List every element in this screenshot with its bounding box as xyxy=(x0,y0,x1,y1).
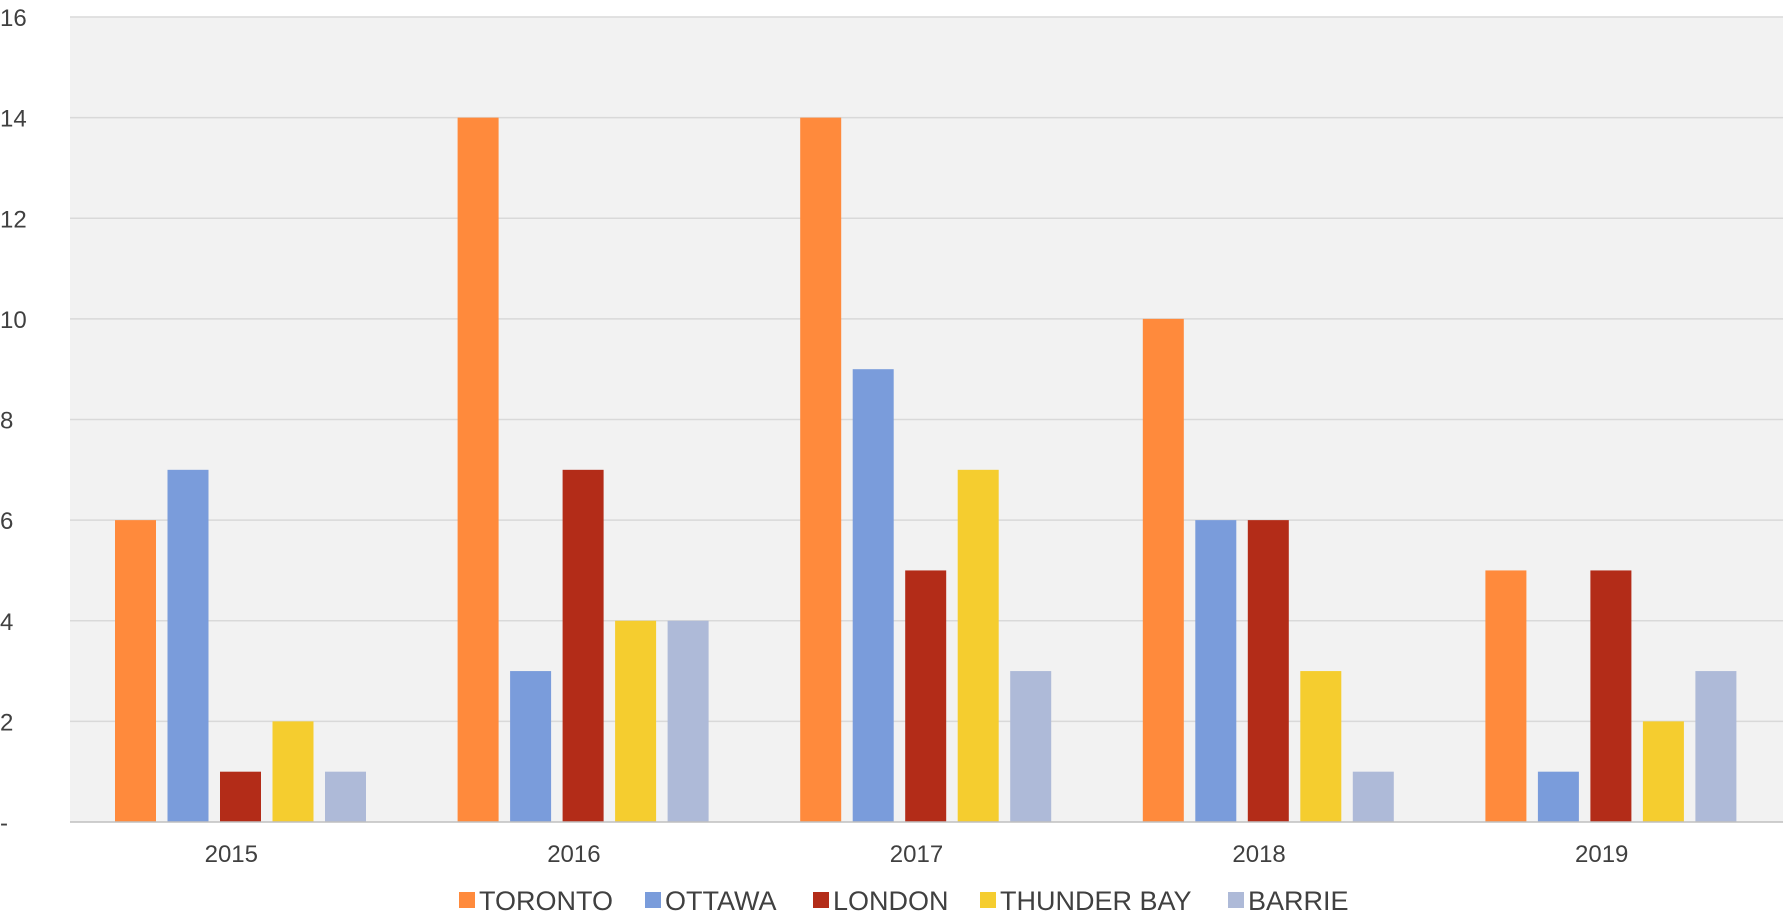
bar-toronto-2018 xyxy=(1142,318,1184,822)
bar-london-2015 xyxy=(220,771,261,822)
y-tick-label: 4 xyxy=(0,609,13,636)
bar-thunder-bay-2018 xyxy=(1300,671,1342,822)
legend-swatch xyxy=(459,892,475,908)
bar-thunder-bay-2015 xyxy=(272,721,314,822)
x-axis-tick-labels: 2015 2016 2017 2018 2019 xyxy=(205,841,1629,868)
legend-swatch xyxy=(645,892,661,908)
x-tick-label: 2019 xyxy=(1575,841,1628,868)
y-tick-label: 10 xyxy=(0,307,27,334)
bar-thunder-bay-2017 xyxy=(957,469,999,822)
x-tick-label: 2016 xyxy=(547,841,600,868)
y-tick-label: 6 xyxy=(0,508,13,535)
x-tick-label: 2017 xyxy=(890,841,943,868)
x-tick-label: 2018 xyxy=(1232,841,1285,868)
bar-ottawa-2019 xyxy=(1537,771,1579,822)
bar-thunder-bay-2019 xyxy=(1642,721,1684,822)
bar-ottawa-2016 xyxy=(510,671,552,822)
bar-thunder-bay-2016 xyxy=(615,620,657,822)
bar-ottawa-2017 xyxy=(852,369,894,822)
y-tick-label: 8 xyxy=(0,408,13,435)
bar-ottawa-2015 xyxy=(167,469,209,822)
legend-swatch xyxy=(1228,892,1244,908)
bar-toronto-2019 xyxy=(1485,570,1527,822)
bar-toronto-2016 xyxy=(457,117,499,822)
bar-london-2016 xyxy=(562,469,604,822)
legend-swatch xyxy=(813,892,829,908)
bar-toronto-2017 xyxy=(800,117,842,822)
legend-swatch xyxy=(980,892,996,908)
y-tick-label: 16 xyxy=(0,5,27,32)
bar-ottawa-2018 xyxy=(1195,520,1237,822)
legend: TORONTO OTTAWA LONDON THUNDER BAY BARRIE xyxy=(459,886,1349,916)
bar-barrie-2019 xyxy=(1695,671,1737,822)
y-tick-label: - xyxy=(0,810,8,837)
bar-barrie-2016 xyxy=(667,620,709,822)
bar-london-2019 xyxy=(1590,570,1632,822)
legend-label: BARRIE xyxy=(1248,886,1349,916)
legend-label: LONDON xyxy=(833,886,949,916)
y-tick-label: 12 xyxy=(0,206,27,233)
bar-barrie-2015 xyxy=(325,771,366,822)
bar-london-2018 xyxy=(1247,520,1289,822)
y-tick-label: 14 xyxy=(0,106,27,133)
bar-toronto-2015 xyxy=(115,520,156,822)
legend-label: OTTAWA xyxy=(665,886,776,916)
y-tick-label: 2 xyxy=(0,709,13,736)
legend-label: TORONTO xyxy=(479,886,613,916)
bar-barrie-2017 xyxy=(1010,671,1052,822)
bars xyxy=(115,117,1737,822)
x-tick-label: 2015 xyxy=(205,841,258,868)
bar-london-2017 xyxy=(905,570,947,822)
bar-barrie-2018 xyxy=(1352,771,1394,822)
y-axis-tick-labels: - 2 4 6 8 10 12 14 16 xyxy=(0,5,27,837)
legend-label: THUNDER BAY xyxy=(1000,886,1192,916)
